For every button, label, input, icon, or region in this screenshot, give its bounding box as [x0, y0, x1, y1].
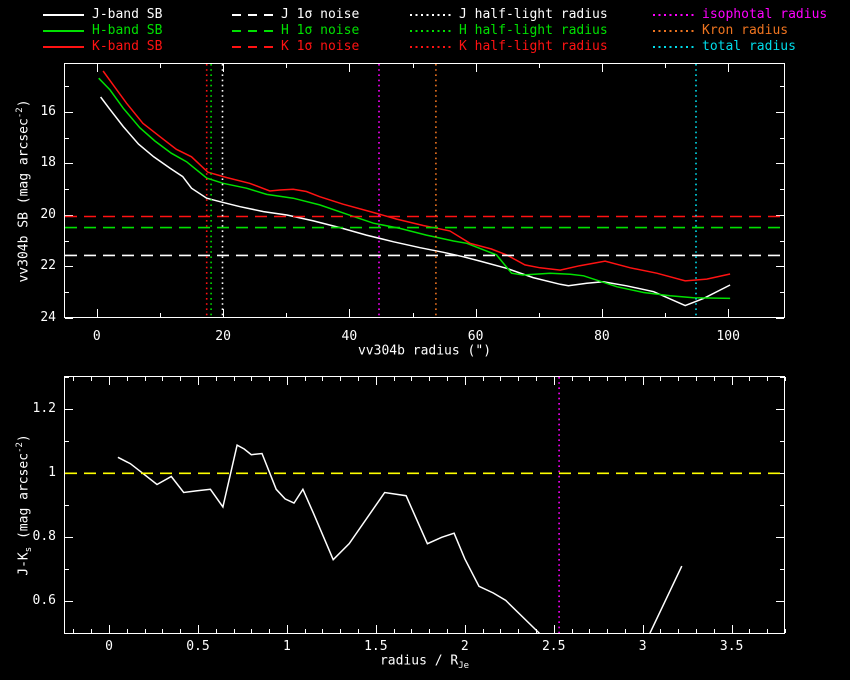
solid-line-swatch [43, 14, 84, 16]
x-tick-label: 0 [105, 639, 113, 654]
dotted-line-swatch [653, 14, 694, 16]
legend-item-label: J 1σ noise [281, 7, 360, 22]
legend-item-k-band-sb: K-band SB [43, 39, 162, 55]
legend-item-kron-radius: Kron radius [653, 23, 827, 39]
y-tick-label: 18 [40, 155, 56, 171]
x-tick-label: 60 [467, 329, 484, 344]
legend-item-label: K-band SB [92, 39, 163, 54]
x-tick-label: 100 [716, 329, 740, 344]
legend-column-4: isophotal radius Kron radius total radius [653, 7, 827, 55]
legend-item-k-1-noise: K 1σ noise [232, 39, 359, 55]
solid-line-swatch [43, 46, 84, 48]
legend-item-label: K half-light radius [459, 39, 608, 54]
j-band-sb-curve [100, 96, 731, 307]
x-tick-label: 2 [460, 639, 469, 654]
legend-item-h-half-light-radius: H half-light radius [410, 23, 608, 39]
dotted-line-swatch [410, 46, 451, 48]
color-profile-plot [64, 376, 786, 634]
legend-item-label: K 1σ noise [281, 39, 360, 54]
y-tick-label: 22 [40, 258, 56, 274]
dashed-line-swatch [232, 30, 273, 32]
h-band-sb-curve [98, 77, 731, 300]
x-tick-label: 40 [341, 329, 358, 344]
x-tick-label: 0.5 [186, 639, 210, 654]
dashed-line-swatch [232, 14, 273, 16]
y-tick-label: 1.2 [32, 401, 56, 417]
x-axis-label: radius / RJe [379, 653, 470, 672]
legend-item-j-1-noise: J 1σ noise [232, 7, 359, 23]
y-tick-label: 16 [40, 103, 56, 119]
x-tick-label: 3 [638, 639, 647, 654]
legend-item-j-band-sb: J-band SB [43, 7, 162, 23]
legend-item-label: H half-light radius [459, 23, 608, 38]
y-tick-label: 1 [48, 465, 56, 481]
x-tick-label: 80 [594, 329, 610, 344]
legend-item-label: total radius [702, 39, 796, 54]
x-tick-label: 1.5 [364, 639, 388, 654]
legend-column-1: J-band SB H-band SB K-band SB [43, 7, 162, 55]
y-tick-label: 20 [40, 206, 56, 222]
legend-item-isophotal-radius: isophotal radius [653, 7, 827, 23]
x-tick-label: 2.5 [541, 639, 566, 654]
y-tick-label: 0.8 [32, 529, 56, 545]
y-tick-label: 24 [40, 310, 56, 325]
legend-item-label: Kron radius [702, 23, 789, 38]
legend-column-3: J half-light radius H half-light radius K … [410, 7, 608, 55]
dotted-line-swatch [410, 30, 451, 32]
x-tick-label: 1 [282, 639, 291, 654]
legend-item-h-band-sb: H-band SB [43, 23, 162, 39]
y-tick-label: 0.6 [32, 593, 56, 609]
dotted-line-swatch [653, 46, 694, 48]
dotted-line-swatch [410, 14, 451, 16]
curves [98, 70, 731, 307]
y-axis-label: vv304b SB (mag arcsec-2) [15, 98, 32, 283]
axes-box [64, 63, 785, 319]
k-band-sb-curve [102, 70, 731, 282]
x-tick-label: 0 [92, 329, 101, 344]
legend-item-j-half-light-radius: J half-light radius [410, 7, 608, 23]
legend-item-label: J half-light radius [459, 7, 608, 22]
sb-profile-plot [64, 63, 785, 319]
legend-item-label: H 1σ noise [281, 23, 360, 38]
dashed-line-swatch [232, 46, 273, 48]
legend-column-2: J 1σ noise H 1σ noise K 1σ noise [232, 7, 359, 55]
axes-box [64, 376, 786, 634]
legend-item-label: H-band SB [92, 23, 163, 38]
x-tick-label: 3.5 [719, 639, 744, 654]
x-tick-label: 20 [215, 329, 231, 344]
curves [117, 443, 683, 634]
j-ks-color-profile-curve [117, 443, 683, 634]
legend-item-h-1-noise: H 1σ noise [232, 23, 359, 39]
y-axis-label: J-Ks (mag arcsec-2) [15, 434, 35, 576]
legend-item-k-half-light-radius: K half-light radius [410, 39, 608, 55]
legend-item-label: J-band SB [92, 7, 163, 22]
solid-line-swatch [43, 30, 84, 32]
x-axis-label: vv304b radius (") [357, 343, 492, 359]
dotted-line-swatch [653, 30, 694, 32]
legend-item-total-radius: total radius [653, 39, 827, 55]
legend-item-label: isophotal radius [702, 7, 828, 22]
